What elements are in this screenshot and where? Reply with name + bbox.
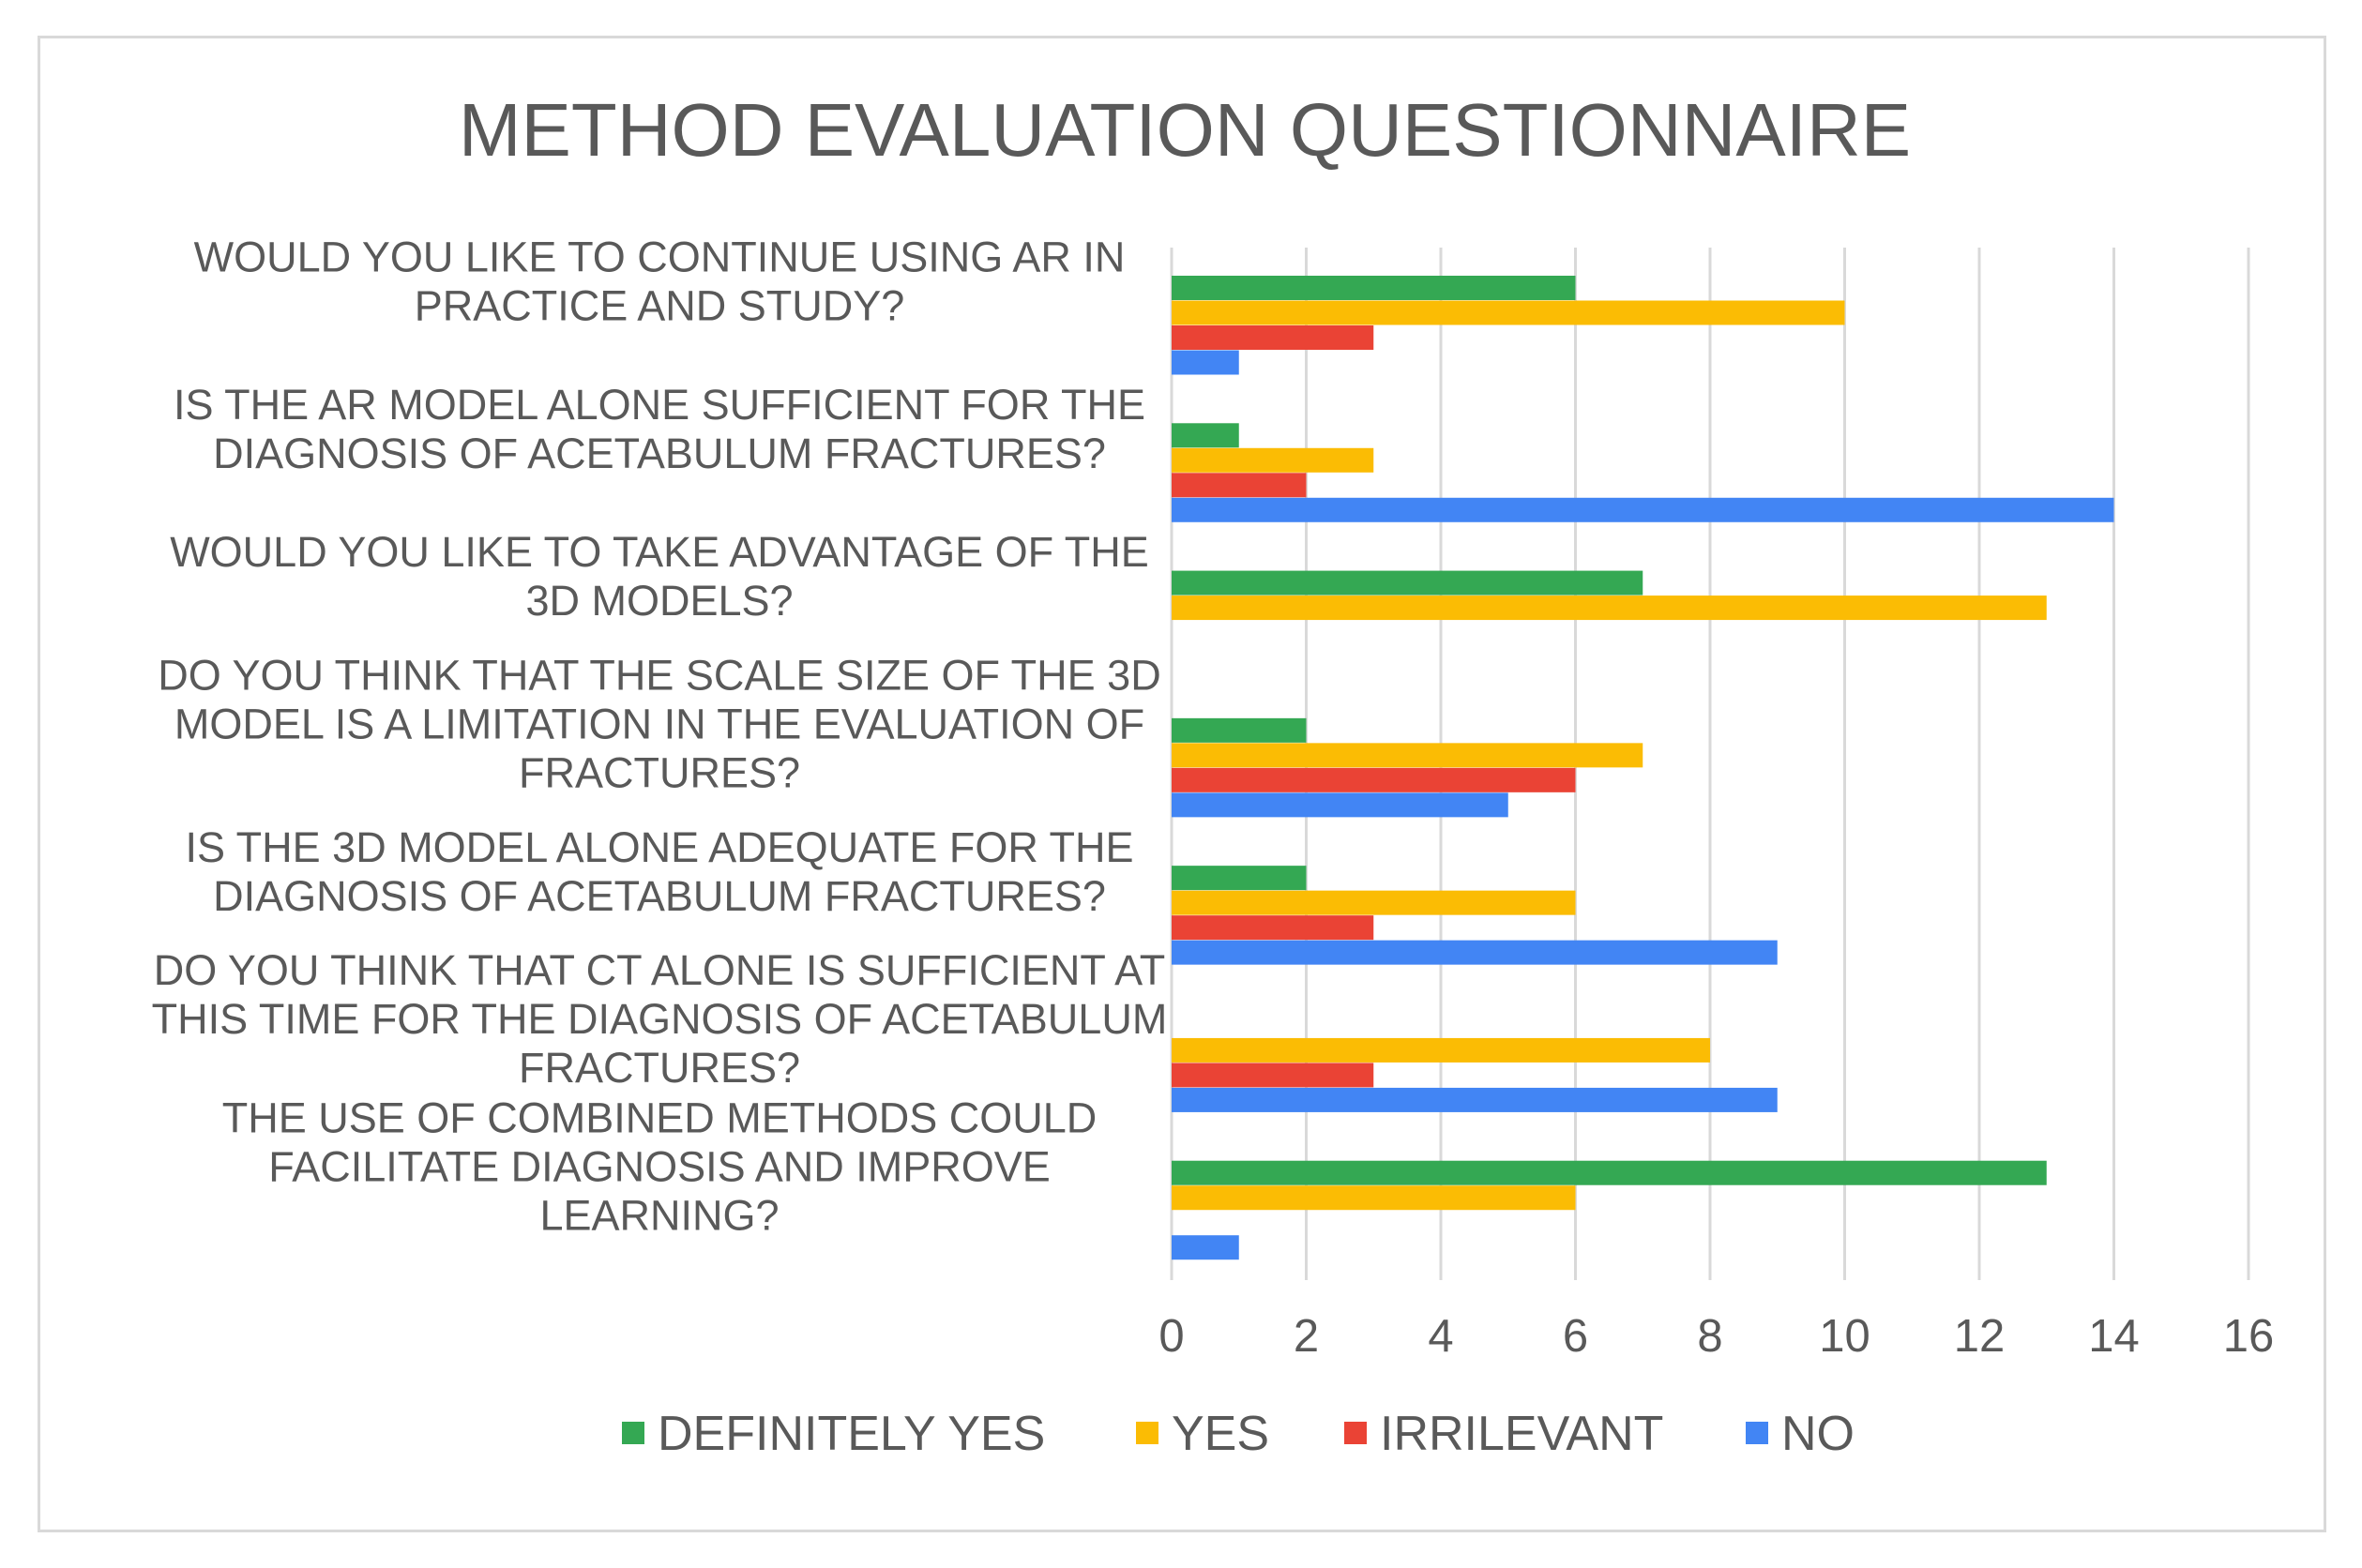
category-label-1: WOULD YOU LIKE TO CONTINUE USING AR IN PR… — [194, 234, 1126, 330]
category-label-5-line-2: DIAGNOSIS OF ACETABULUM FRACTURES? — [213, 872, 1106, 920]
chart-frame: METHOD EVALUATION QUESTIONNAIRE WOULD YO… — [38, 36, 2326, 1532]
legend-swatch-no — [1746, 1422, 1768, 1444]
category-label-4: DO YOU THINK THAT THE SCALE SIZE OF THE … — [158, 652, 1160, 797]
bar-yes-cat-2 — [1172, 447, 1374, 473]
category-label-7-line-2: FACILITATE DIAGNOSIS AND IMPROVE — [268, 1142, 1051, 1190]
bar-chart: METHOD EVALUATION QUESTIONNAIRE WOULD YO… — [152, 88, 2275, 1461]
bar-definitely-yes-cat-4 — [1172, 717, 1307, 743]
bar-yes-cat-3 — [1172, 596, 2047, 621]
x-tick-label-14: 14 — [2088, 1311, 2140, 1362]
chart-title: METHOD EVALUATION QUESTIONNAIRE — [459, 88, 1911, 172]
category-label-4-line-2: MODEL IS A LIMITATION IN THE EVALUATION … — [174, 701, 1144, 748]
category-label-6-line-1: DO YOU THINK THAT CT ALONE IS SUFFICIENT… — [154, 946, 1166, 994]
category-label-7-line-1: THE USE OF COMBINED METHODS COULD — [222, 1093, 1098, 1141]
x-tick-label-12: 12 — [1954, 1311, 2006, 1362]
bar-definitely-yes-cat-2 — [1172, 423, 1239, 448]
x-tick-label-6: 6 — [1563, 1311, 1588, 1362]
x-axis-tick-labels: 0 2 4 6 8 10 12 14 16 — [1158, 1311, 2274, 1362]
bar-yes-cat-4 — [1172, 743, 1643, 768]
bar-irrilevant-cat-4 — [1172, 767, 1576, 792]
legend-label-definitely-yes: DEFINITELY YES — [658, 1407, 1045, 1461]
bar-definitely-yes-cat-5 — [1172, 866, 1307, 891]
category-label-2: IS THE AR MODEL ALONE SUFFICIENT FOR THE… — [174, 381, 1145, 477]
category-label-3-line-1: WOULD YOU LIKE TO TAKE ADVANTAGE OF THE — [170, 528, 1149, 576]
category-label-5-line-1: IS THE 3D MODEL ALONE ADEQUATE FOR THE — [185, 823, 1133, 871]
legend: DEFINITELY YES YES IRRILEVANT NO — [622, 1407, 1855, 1461]
x-tick-label-4: 4 — [1428, 1311, 1453, 1362]
category-label-1-line-1: WOULD YOU LIKE TO CONTINUE USING AR IN — [194, 234, 1126, 281]
category-labels: WOULD YOU LIKE TO CONTINUE USING AR IN PR… — [152, 234, 1168, 1240]
bar-yes-cat-6 — [1172, 1037, 1710, 1063]
bars — [1172, 276, 2114, 1260]
category-label-7: THE USE OF COMBINED METHODS COULD FACILIT… — [222, 1093, 1098, 1239]
bar-no-cat-7 — [1172, 1235, 1239, 1260]
category-label-3-line-2: 3D MODELS? — [525, 577, 793, 625]
bar-definitely-yes-cat-1 — [1172, 276, 1576, 300]
category-label-5: IS THE 3D MODEL ALONE ADEQUATE FOR THE DI… — [185, 823, 1133, 920]
bar-irrilevant-cat-6 — [1172, 1063, 1374, 1088]
legend-label-irrilevant: IRRILEVANT — [1380, 1407, 1663, 1461]
legend-swatch-irrilevant — [1344, 1422, 1367, 1444]
bar-yes-cat-7 — [1172, 1185, 1576, 1211]
gridlines — [1170, 248, 2250, 1280]
bar-irrilevant-cat-1 — [1172, 325, 1374, 350]
category-label-6: DO YOU THINK THAT CT ALONE IS SUFFICIENT… — [152, 946, 1168, 1092]
legend-swatch-yes — [1136, 1422, 1158, 1444]
category-label-2-line-2: DIAGNOSIS OF ACETABULUM FRACTURES? — [213, 430, 1106, 477]
legend-label-no: NO — [1781, 1407, 1855, 1461]
bar-yes-cat-5 — [1172, 890, 1576, 915]
category-label-7-line-3: LEARNING? — [539, 1191, 779, 1239]
legend-swatch-definitely-yes — [622, 1422, 644, 1444]
bar-no-cat-6 — [1172, 1087, 1778, 1112]
bar-irrilevant-cat-5 — [1172, 915, 1374, 941]
x-tick-label-8: 8 — [1697, 1311, 1722, 1362]
x-tick-label-0: 0 — [1158, 1311, 1184, 1362]
category-label-4-line-1: DO YOU THINK THAT THE SCALE SIZE OF THE … — [158, 652, 1160, 700]
category-label-4-line-3: FRACTURES? — [519, 749, 800, 797]
legend-label-yes: YES — [1172, 1407, 1269, 1461]
bar-no-cat-1 — [1172, 350, 1239, 375]
bar-no-cat-4 — [1172, 792, 1508, 818]
category-label-6-line-3: FRACTURES? — [519, 1044, 800, 1092]
x-tick-label-10: 10 — [1819, 1311, 1870, 1362]
category-label-6-line-2: THIS TIME FOR THE DIAGNOSIS OF ACETABULU… — [152, 995, 1168, 1043]
x-tick-label-16: 16 — [2223, 1311, 2275, 1362]
x-tick-label-2: 2 — [1294, 1311, 1319, 1362]
category-label-3: WOULD YOU LIKE TO TAKE ADVANTAGE OF THE 3… — [170, 528, 1149, 625]
bar-irrilevant-cat-2 — [1172, 473, 1307, 498]
bar-no-cat-5 — [1172, 940, 1778, 965]
category-label-2-line-1: IS THE AR MODEL ALONE SUFFICIENT FOR THE — [174, 381, 1145, 429]
bar-yes-cat-1 — [1172, 300, 1845, 325]
bar-definitely-yes-cat-7 — [1172, 1160, 2047, 1185]
category-label-1-line-2: PRACTICE AND STUDY? — [415, 282, 905, 330]
bar-no-cat-2 — [1172, 497, 2114, 522]
bar-definitely-yes-cat-3 — [1172, 570, 1643, 596]
